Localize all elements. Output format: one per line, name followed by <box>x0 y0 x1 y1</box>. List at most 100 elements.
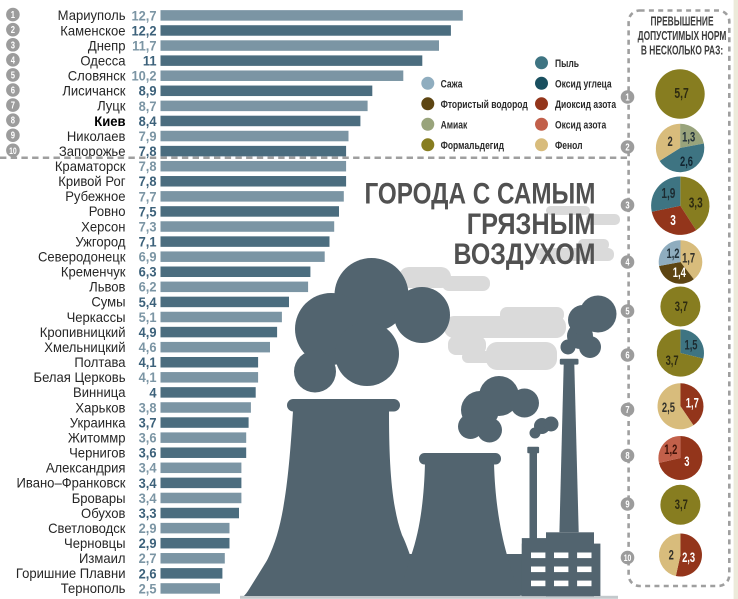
svg-text:9: 9 <box>625 499 629 510</box>
svg-text:1,4: 1,4 <box>673 264 686 280</box>
svg-text:3,8: 3,8 <box>139 400 157 416</box>
svg-text:12,7: 12,7 <box>131 8 156 24</box>
svg-text:Словянск: Словянск <box>68 68 126 83</box>
svg-text:3,6: 3,6 <box>139 445 157 461</box>
svg-text:7: 7 <box>625 404 629 415</box>
svg-text:Лисичанск: Лисичанск <box>62 83 125 98</box>
svg-text:1,2: 1,2 <box>664 441 677 457</box>
svg-text:ДОПУСТИМЫХ НОРМ: ДОПУСТИМЫХ НОРМ <box>638 29 727 43</box>
svg-text:Ивано–Франковск: Ивано–Франковск <box>17 475 126 490</box>
svg-text:6,3: 6,3 <box>139 264 157 280</box>
svg-text:8: 8 <box>11 115 15 126</box>
svg-text:11: 11 <box>143 53 157 69</box>
svg-text:7,8: 7,8 <box>139 159 157 175</box>
svg-text:2,3: 2,3 <box>682 549 695 565</box>
svg-text:3,7: 3,7 <box>675 298 688 314</box>
svg-text:7: 7 <box>11 100 15 111</box>
svg-text:5: 5 <box>11 69 15 80</box>
svg-text:В НЕСКОЛЬКО РАЗ:: В НЕСКОЛЬКО РАЗ: <box>641 44 723 58</box>
svg-text:Кривой Рог: Кривой Рог <box>58 174 125 189</box>
svg-text:8,7: 8,7 <box>139 98 157 114</box>
svg-text:10: 10 <box>624 553 632 563</box>
svg-text:ПРЕВЫШЕНИЕ: ПРЕВЫШЕНИЕ <box>650 15 713 29</box>
svg-text:5,1: 5,1 <box>139 309 157 325</box>
svg-text:Черновцы: Черновцы <box>64 536 125 551</box>
svg-text:7,8: 7,8 <box>139 174 157 190</box>
svg-text:7,9: 7,9 <box>139 128 157 144</box>
svg-text:Винница: Винница <box>73 385 126 400</box>
svg-text:Николаев: Николаев <box>67 129 126 144</box>
svg-text:Мариуполь: Мариуполь <box>58 8 126 23</box>
svg-text:Фенол: Фенол <box>555 140 583 152</box>
svg-text:1,2: 1,2 <box>666 245 679 261</box>
svg-text:1: 1 <box>11 9 15 20</box>
svg-text:4: 4 <box>625 257 629 268</box>
svg-text:1,3: 1,3 <box>682 129 695 145</box>
svg-text:11,7: 11,7 <box>132 38 156 54</box>
svg-text:Харьков: Харьков <box>75 400 125 415</box>
svg-text:2,6: 2,6 <box>680 153 693 169</box>
svg-text:ВОЗДУХОМ: ВОЗДУХОМ <box>453 237 595 270</box>
svg-text:ГРЯЗНЫМ: ГРЯЗНЫМ <box>467 207 596 240</box>
svg-text:3,6: 3,6 <box>139 430 157 446</box>
svg-text:2,6: 2,6 <box>139 566 157 582</box>
svg-text:3: 3 <box>684 453 690 469</box>
svg-text:Львов: Львов <box>89 279 125 294</box>
svg-text:3,3: 3,3 <box>139 505 157 521</box>
svg-text:5,4: 5,4 <box>139 294 157 310</box>
svg-text:3,3: 3,3 <box>689 195 703 211</box>
svg-text:5: 5 <box>625 306 629 317</box>
svg-text:Ровно: Ровно <box>89 204 126 219</box>
svg-text:Фтористый водород: Фтористый водород <box>441 99 529 111</box>
svg-text:3: 3 <box>670 212 676 228</box>
svg-text:9: 9 <box>11 130 15 141</box>
svg-text:Днепр: Днепр <box>88 38 126 53</box>
svg-text:6,9: 6,9 <box>139 249 157 265</box>
svg-text:7,8: 7,8 <box>139 144 157 160</box>
svg-text:3,4: 3,4 <box>139 490 157 506</box>
svg-text:Светловодск: Светловодск <box>48 521 126 536</box>
svg-text:12,2: 12,2 <box>131 23 156 39</box>
svg-text:Черкассы: Черкассы <box>67 310 126 325</box>
svg-text:3: 3 <box>11 39 15 50</box>
svg-text:1,7: 1,7 <box>686 394 699 410</box>
svg-text:Северодонецк: Северодонецк <box>38 249 126 264</box>
svg-text:2: 2 <box>669 547 675 563</box>
svg-text:3,4: 3,4 <box>139 475 157 491</box>
svg-text:6: 6 <box>625 350 629 361</box>
svg-text:3,4: 3,4 <box>139 460 157 476</box>
svg-text:4,9: 4,9 <box>139 324 157 340</box>
svg-text:3,7: 3,7 <box>675 496 688 512</box>
svg-text:Херсон: Херсон <box>81 219 125 234</box>
svg-text:6: 6 <box>11 85 15 96</box>
svg-text:Одесса: Одесса <box>80 53 126 68</box>
svg-text:5,7: 5,7 <box>674 84 688 102</box>
svg-text:Каменское: Каменское <box>60 23 125 38</box>
svg-text:3,7: 3,7 <box>139 415 157 431</box>
svg-text:2,9: 2,9 <box>139 536 157 552</box>
svg-text:2: 2 <box>11 24 15 35</box>
svg-text:Обухов: Обухов <box>81 506 125 521</box>
svg-text:2,9: 2,9 <box>139 521 157 537</box>
svg-text:4: 4 <box>149 385 157 401</box>
svg-text:2,5: 2,5 <box>662 399 675 415</box>
svg-text:Чернигов: Чернигов <box>69 445 125 460</box>
svg-text:8,4: 8,4 <box>139 113 157 129</box>
svg-text:Рубежное: Рубежное <box>65 189 125 204</box>
svg-text:3: 3 <box>625 200 629 211</box>
svg-text:8: 8 <box>625 450 629 461</box>
svg-text:Луцк: Луцк <box>97 98 126 113</box>
svg-text:4,6: 4,6 <box>139 340 157 356</box>
svg-text:1,7: 1,7 <box>682 250 695 266</box>
svg-text:Сумы: Сумы <box>91 294 125 309</box>
svg-text:7,3: 7,3 <box>139 219 157 235</box>
svg-text:Ужгород: Ужгород <box>75 234 125 249</box>
svg-text:Кременчук: Кременчук <box>61 264 126 279</box>
svg-text:7,7: 7,7 <box>139 189 157 205</box>
svg-text:Запорожье: Запорожье <box>59 144 126 159</box>
svg-text:6,2: 6,2 <box>139 279 157 295</box>
svg-text:2: 2 <box>625 142 629 153</box>
svg-text:Тернополь: Тернополь <box>61 581 126 596</box>
svg-text:Белая Церковь: Белая Церковь <box>33 370 125 385</box>
svg-text:Оксид азота: Оксид азота <box>555 119 607 131</box>
